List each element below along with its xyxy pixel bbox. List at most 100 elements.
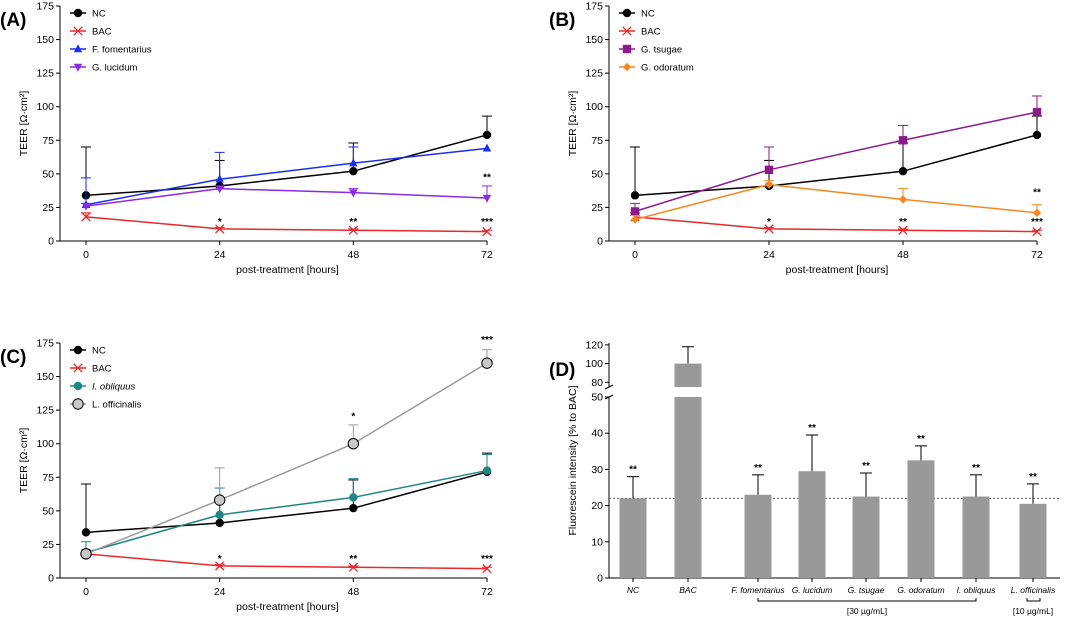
bracket-label: [30 µg/mL] xyxy=(847,606,887,616)
bar xyxy=(798,471,826,578)
series-nc xyxy=(630,115,1042,200)
bar-4: ** G. tsugae xyxy=(848,461,885,595)
legend-label: F. fomentarius xyxy=(92,45,152,56)
legend-label: NC xyxy=(92,9,106,20)
legend-marker xyxy=(72,398,84,410)
data-point xyxy=(482,563,492,574)
series-line xyxy=(85,187,488,207)
significance-marker: ** xyxy=(972,463,980,474)
series-bac xyxy=(630,212,1042,237)
legend-marker xyxy=(73,63,83,72)
series-line xyxy=(634,183,1038,221)
y-tick-label: 100 xyxy=(585,358,603,370)
series-nc xyxy=(81,115,492,200)
data-point xyxy=(1032,130,1042,140)
y-tick-label: 75 xyxy=(42,135,54,147)
bar xyxy=(962,496,990,578)
series-line xyxy=(85,216,488,233)
data-point xyxy=(898,225,908,235)
series-bac xyxy=(81,212,492,237)
legend-label: I. obliquus xyxy=(92,382,136,393)
data-point xyxy=(213,494,226,506)
category-label: F. fomentarius xyxy=(731,585,785,595)
data-point xyxy=(349,166,358,176)
data-point xyxy=(482,143,492,152)
x-tick-label: 0 xyxy=(83,249,89,261)
significance-marker: ** xyxy=(1029,472,1037,483)
x-tick-label: 24 xyxy=(214,586,226,598)
data-point xyxy=(348,562,358,572)
significance-marker: * xyxy=(351,412,355,423)
bar-lower xyxy=(674,397,702,578)
data-point xyxy=(348,225,358,235)
legend-label: G. lucidum xyxy=(92,63,137,74)
significance-marker: ** xyxy=(862,461,870,472)
bar-5: ** G. odoratum xyxy=(897,434,944,595)
bar-7: ** L. officinalis xyxy=(1011,472,1056,595)
panel-a: 0 25 50 75 100 125 150 175 0 24 48 72 post-treatment… xyxy=(0,1,493,277)
x-tick-label: 72 xyxy=(481,249,493,261)
data-point xyxy=(898,136,908,145)
x-tick-label: 0 xyxy=(83,586,89,598)
x-tick-label: 72 xyxy=(1031,249,1043,261)
data-point xyxy=(764,180,774,189)
x-axis-label: post-treatment [hours] xyxy=(236,601,339,613)
y-tick-label: 25 xyxy=(42,539,54,551)
legend: NC BAC G. tsugae G. odoratum xyxy=(619,9,694,74)
y-tick-label: 0 xyxy=(48,573,54,585)
bar xyxy=(1019,503,1047,578)
series-g-odoratum xyxy=(630,180,1042,224)
x-tick-label: 48 xyxy=(347,249,359,261)
significance-marker: * xyxy=(218,217,222,228)
y-tick-label: 175 xyxy=(36,1,54,13)
bar xyxy=(744,494,772,578)
y-tick-label: 50 xyxy=(591,168,603,180)
legend-label: BAC xyxy=(641,27,661,38)
legend-label: NC xyxy=(92,346,106,357)
legend-marker xyxy=(73,345,83,355)
series-line xyxy=(85,469,488,554)
significance-marker: *** xyxy=(481,554,493,565)
significance-marker: ** xyxy=(899,217,907,228)
y-tick-label: 175 xyxy=(36,338,54,350)
significance-marker: ** xyxy=(808,423,816,434)
data-point xyxy=(215,185,224,194)
y-tick-label: 50 xyxy=(42,505,54,517)
y-axis-label: TEER [Ω·cm²] xyxy=(18,428,30,494)
bar xyxy=(907,460,935,578)
y-tick-label: 10 xyxy=(591,536,603,548)
data-point xyxy=(482,194,492,203)
data-point xyxy=(764,224,774,234)
legend-label: G. tsugae xyxy=(641,45,682,56)
data-point xyxy=(764,165,774,175)
series-nc xyxy=(81,452,492,537)
legend-label: L. officinalis xyxy=(92,400,142,411)
data-point xyxy=(347,438,360,450)
category-label: G. odoratum xyxy=(897,585,944,595)
data-point xyxy=(215,561,225,571)
legend-marker xyxy=(73,363,83,373)
bar-upper xyxy=(674,363,702,387)
significance-marker: ** xyxy=(349,217,357,228)
significance-marker: ** xyxy=(629,465,637,476)
y-tick-label: 150 xyxy=(36,371,54,383)
legend-marker xyxy=(73,8,83,18)
panel-c: 0 25 50 75 100 125 150 175 0 24 48 72 post-treatment… xyxy=(0,335,493,613)
category-label: G. tsugae xyxy=(848,585,885,595)
y-tick-label: 75 xyxy=(42,472,54,484)
bracket-30 xyxy=(757,598,977,602)
data-point xyxy=(215,518,224,528)
data-point xyxy=(349,493,358,502)
data-point xyxy=(1032,208,1042,217)
series-line xyxy=(85,147,488,206)
series-f-fomentarius xyxy=(81,143,492,208)
data-point xyxy=(482,130,492,140)
bar-0: ** NC xyxy=(619,465,647,595)
significance-marker: *** xyxy=(481,217,493,228)
series-line xyxy=(634,111,1038,213)
series-line xyxy=(85,134,488,197)
data-point xyxy=(482,226,492,237)
y-tick-label: 150 xyxy=(585,34,603,46)
series-line xyxy=(85,553,488,570)
